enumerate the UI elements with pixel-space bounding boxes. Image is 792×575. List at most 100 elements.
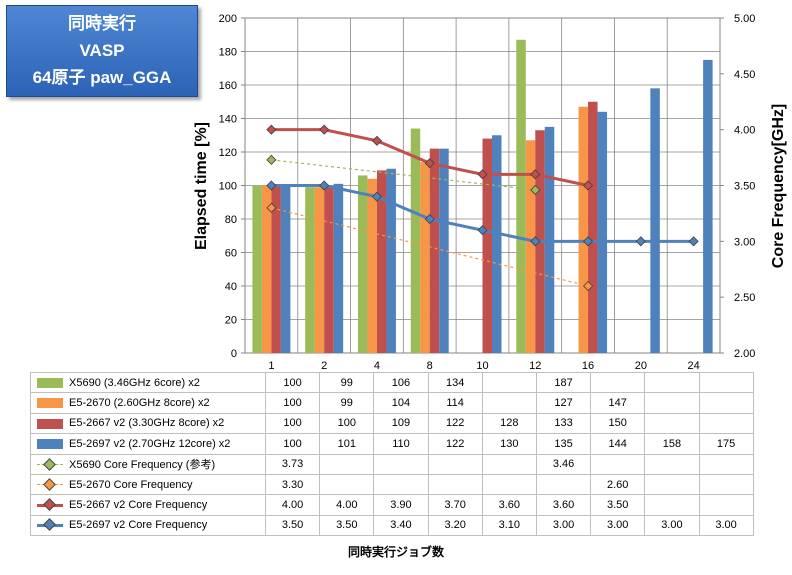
bar bbox=[439, 148, 449, 353]
table-cell: 3.70 bbox=[427, 494, 483, 516]
bar bbox=[588, 101, 598, 353]
point-marker bbox=[582, 180, 594, 191]
table-cell: 4.00 bbox=[319, 494, 375, 516]
legend-label: E5-2697 v2 Core Frequency bbox=[69, 519, 208, 532]
table-cell: 100 bbox=[264, 433, 321, 455]
legend-cell: E5-2697 v2 Core Frequency bbox=[30, 514, 266, 537]
table-cell bbox=[319, 473, 375, 496]
table-cell: 3.50 bbox=[264, 514, 321, 537]
title-line-3: 64原子 paw_GGA bbox=[32, 68, 172, 87]
table-cell bbox=[319, 453, 375, 475]
table-cell: 3.90 bbox=[373, 494, 429, 516]
tick-label-x: 2 bbox=[321, 360, 327, 372]
tick-label-right: 2.00 bbox=[734, 348, 755, 360]
tick-label-left: 60 bbox=[225, 248, 237, 260]
table-cell bbox=[427, 473, 483, 496]
table-cell: 3.60 bbox=[535, 494, 592, 516]
table-cell: 134 bbox=[427, 371, 483, 394]
table-cell: 100 bbox=[319, 412, 375, 435]
bar bbox=[420, 162, 430, 353]
bar bbox=[333, 183, 344, 353]
tick-label-x: 8 bbox=[427, 360, 433, 372]
table-cell: 3.60 bbox=[481, 494, 537, 516]
table-cell bbox=[481, 392, 537, 414]
table-cell bbox=[698, 371, 754, 394]
legend-key-line bbox=[37, 458, 63, 472]
table-cell: 3.50 bbox=[590, 494, 646, 516]
tick-label-left: 0 bbox=[231, 348, 237, 360]
title-box: 同時実行 VASP 64原子 paw_GGA bbox=[6, 5, 198, 97]
table-cell bbox=[698, 412, 754, 435]
tick-label-right: 5.00 bbox=[734, 13, 755, 25]
bar bbox=[703, 59, 713, 353]
bar bbox=[525, 140, 536, 353]
point-marker bbox=[424, 213, 435, 225]
title-line-2: VASP bbox=[79, 41, 125, 60]
legend-key-bar bbox=[37, 438, 63, 450]
table-cell: 99 bbox=[319, 392, 375, 414]
series-line bbox=[271, 159, 536, 191]
table-cell: 128 bbox=[481, 412, 537, 435]
bar bbox=[492, 135, 502, 353]
y-axis-title-left: Elapsed time [%] bbox=[193, 122, 210, 250]
x-axis-title: 同時実行ジョブ数 bbox=[347, 545, 444, 559]
legend-label: E5-2667 v2 (3.30GHz 8core) x2 bbox=[69, 417, 225, 430]
table-row: X5690 Core Frequency (参考) 3.73 3.46 bbox=[30, 453, 754, 475]
legend-cell: X5690 Core Frequency (参考) bbox=[30, 453, 266, 475]
table-cell: 3.00 bbox=[644, 514, 700, 537]
table-cell bbox=[427, 453, 483, 475]
bar bbox=[578, 106, 589, 354]
table-cell: 122 bbox=[427, 433, 483, 455]
table-cell bbox=[481, 473, 537, 496]
legend-label: X5690 (3.46GHz 6core) x2 bbox=[69, 376, 200, 389]
table-cell: 3.40 bbox=[373, 514, 429, 537]
y-axis-title-right: Core Frequency[GHz] bbox=[770, 104, 787, 268]
bar bbox=[482, 138, 492, 353]
table-row: E5-2670 Core Frequency 3.30 2.60 bbox=[30, 473, 754, 496]
table-cell bbox=[698, 494, 754, 516]
point-marker bbox=[266, 180, 277, 191]
table-cell: 100 bbox=[264, 412, 321, 435]
tick-label-right: 3.50 bbox=[734, 181, 755, 193]
series-line bbox=[271, 207, 589, 287]
table-cell: 3.00 bbox=[698, 514, 754, 537]
table-cell: 3.30 bbox=[264, 473, 321, 496]
tick-label-x: 10 bbox=[476, 360, 488, 372]
data-table: 12481012162024X5690 (3.46GHz 6core) x210… bbox=[30, 371, 754, 537]
table-cell: 147 bbox=[590, 392, 646, 414]
table-row: X5690 (3.46GHz 6core) x2 100 99 106 134 187 bbox=[30, 371, 754, 394]
table-cell: 101 bbox=[319, 433, 375, 455]
table-cell bbox=[644, 494, 700, 516]
legend-label: X5690 Core Frequency (参考) bbox=[69, 459, 216, 472]
bar bbox=[271, 185, 281, 353]
legend-label: E5-2697 v2 (2.70GHz 12core) x2 bbox=[69, 437, 231, 450]
bar bbox=[367, 178, 377, 353]
tick-label-right: 4.00 bbox=[734, 125, 755, 137]
legend-cell: E5-2670 (2.60GHz 8core) x2 bbox=[30, 392, 266, 414]
tick-label-left: 100 bbox=[219, 181, 237, 193]
bar bbox=[597, 111, 608, 353]
point-marker bbox=[582, 280, 594, 292]
legend-key-bar bbox=[37, 418, 63, 430]
table-cell: 158 bbox=[644, 433, 700, 455]
table-cell: 4.00 bbox=[264, 494, 321, 516]
legend-cell: X5690 (3.46GHz 6core) x2 bbox=[30, 371, 266, 394]
legend-label: E5-2670 Core Frequency bbox=[69, 478, 193, 491]
tick-label-x: 20 bbox=[635, 360, 647, 372]
table-cell bbox=[644, 473, 700, 496]
bar bbox=[357, 175, 368, 353]
table-cell bbox=[590, 453, 646, 475]
table-row: E5-2667 v2 (3.30GHz 8core) x2 100 100 109 12… bbox=[30, 412, 754, 435]
tick-label-left: 140 bbox=[219, 114, 237, 126]
table-row: E5-2697 v2 (2.70GHz 12core) x2 100 101 110 1… bbox=[30, 433, 754, 455]
table-cell bbox=[644, 412, 700, 435]
tick-label-left: 40 bbox=[225, 281, 237, 293]
bar bbox=[650, 88, 660, 353]
table-cell bbox=[481, 371, 537, 394]
point-marker bbox=[635, 236, 646, 247]
table-cell: 100 bbox=[264, 392, 321, 414]
tick-label-right: 2.50 bbox=[734, 292, 755, 304]
table-cell: 122 bbox=[427, 412, 483, 435]
tick-label-x: 24 bbox=[687, 360, 699, 372]
table-cell bbox=[373, 473, 429, 496]
